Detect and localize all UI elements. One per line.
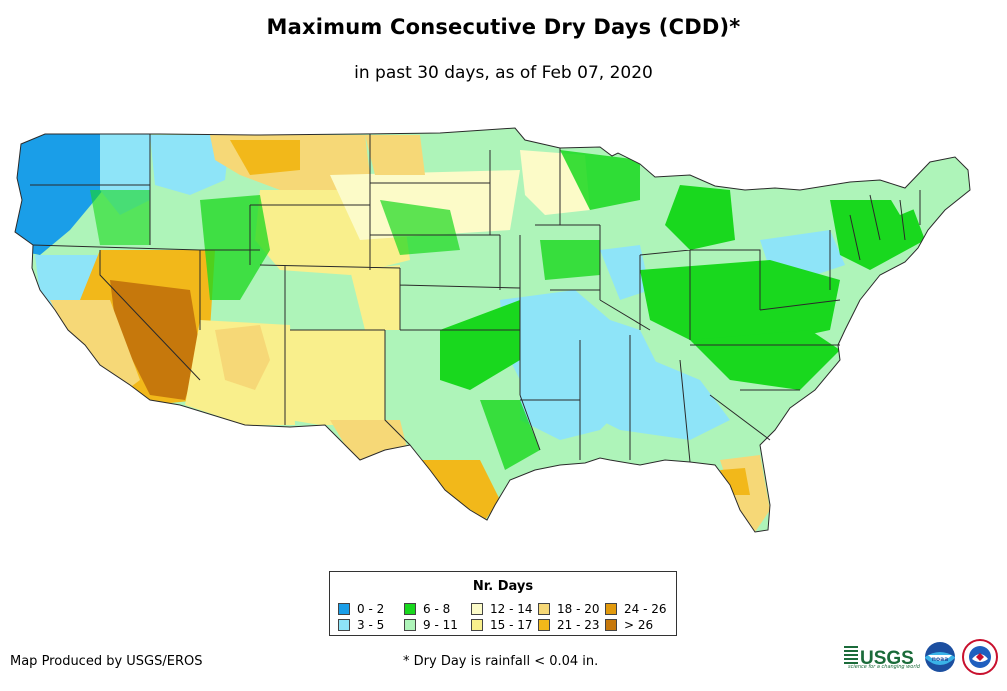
legend-swatch — [471, 619, 483, 631]
legend-swatch — [538, 603, 550, 615]
legend: Nr. Days 0 - 2 3 - 5 6 - 8 9 - 11 12 - 1… — [329, 571, 677, 636]
legend-swatch — [471, 603, 483, 615]
state-borders — [14, 127, 971, 533]
legend-item-9-11: 9 - 11 — [404, 619, 458, 631]
legend-swatch — [538, 619, 550, 631]
legend-label: 3 - 5 — [357, 618, 385, 632]
legend-swatch — [605, 603, 617, 615]
legend-swatch — [605, 619, 617, 631]
legend-label: 9 - 11 — [423, 618, 458, 632]
usgs-tagline: science for a changing world — [848, 664, 920, 670]
map-title: Maximum Consecutive Dry Days (CDD)* — [266, 15, 741, 39]
noaa-logo: noaa — [925, 642, 955, 672]
nws-logo — [962, 639, 998, 675]
legend-item-6-8: 6 - 8 — [404, 603, 450, 615]
legend-label: 21 - 23 — [557, 618, 600, 632]
legend-item-15-17: 15 - 17 — [471, 619, 533, 631]
map-credit: Map Produced by USGS/EROS — [10, 654, 203, 669]
legend-item-21-23: 21 - 23 — [538, 619, 600, 631]
legend-label: 24 - 26 — [624, 602, 667, 616]
legend-label: 15 - 17 — [490, 618, 533, 632]
legend-item-3-5: 3 - 5 — [338, 619, 384, 631]
legend-swatch — [404, 619, 416, 631]
legend-label: 12 - 14 — [490, 602, 533, 616]
legend-label: 0 - 2 — [357, 602, 385, 616]
legend-title: Nr. Days — [472, 579, 534, 594]
legend-item-24-26: 24 - 26 — [605, 603, 667, 615]
legend-item-gt-26: > 26 — [605, 619, 653, 631]
legend-item-12-14: 12 - 14 — [471, 603, 533, 615]
legend-label: 6 - 8 — [423, 602, 451, 616]
legend-swatch — [404, 603, 416, 615]
legend-label: > 26 — [624, 618, 654, 632]
legend-swatch — [338, 603, 350, 615]
map-subtitle: in past 30 days, as of Feb 07, 2020 — [354, 63, 653, 83]
noaa-logo-text: noaa — [932, 656, 949, 663]
legend-item-18-20: 18 - 20 — [538, 603, 600, 615]
legend-label: 18 - 20 — [557, 602, 600, 616]
usgs-logo-text: USGS — [860, 648, 914, 669]
dry-day-footnote: * Dry Day is rainfall < 0.04 in. — [403, 654, 599, 669]
us-dry-days-map — [14, 127, 971, 533]
usgs-logo: USGS — [844, 646, 914, 669]
legend-item-0-2: 0 - 2 — [338, 603, 384, 615]
legend-swatch — [338, 619, 350, 631]
